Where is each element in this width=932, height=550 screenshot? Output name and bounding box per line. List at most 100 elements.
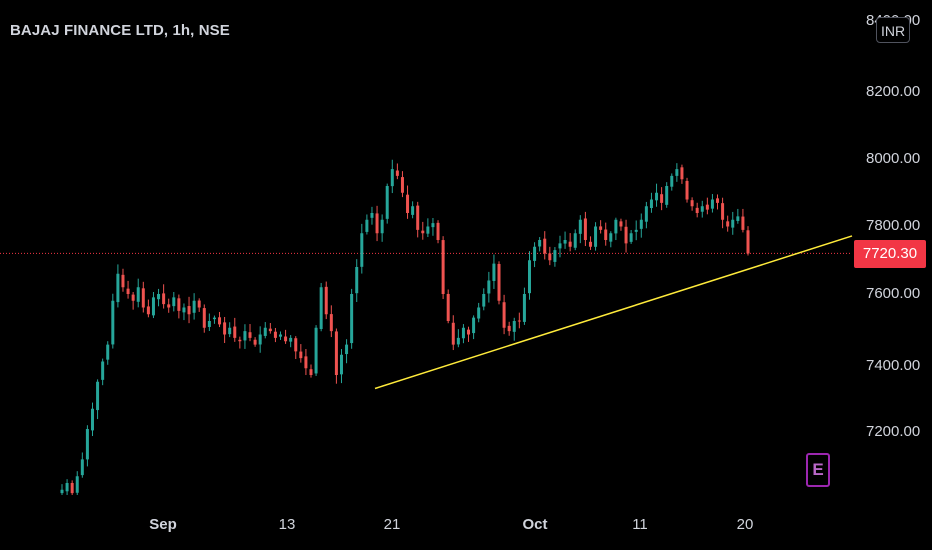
candle-body [248, 332, 252, 338]
x-tick-label: 11 [632, 516, 648, 533]
candle-body [563, 240, 567, 244]
trendline[interactable] [374, 235, 853, 390]
candle-body [548, 253, 552, 261]
candle-body [309, 369, 313, 375]
candle-body [522, 294, 526, 322]
x-tick-label: 20 [737, 516, 754, 533]
candle-body [599, 226, 603, 230]
x-axis[interactable]: Sep 13 21 Oct 11 20 [149, 516, 753, 533]
candle-body [314, 327, 318, 374]
candle-body [660, 194, 664, 203]
candle-body [624, 226, 628, 244]
candle-body [177, 298, 181, 311]
candle-body [334, 331, 338, 375]
candle-body [375, 213, 379, 234]
candle-body [395, 170, 399, 176]
candle-body [456, 337, 460, 345]
candle-body [416, 205, 420, 230]
candle-body [380, 219, 384, 234]
candle-body [258, 334, 262, 345]
y-tick-label: 8000.00 [866, 150, 920, 167]
candle-body [294, 338, 298, 352]
candle-body [655, 192, 659, 201]
candle-body [289, 337, 293, 342]
candle-body [578, 219, 582, 234]
candle-body [90, 408, 94, 431]
candle-body [304, 356, 308, 369]
x-tick-label: 21 [384, 516, 401, 533]
candle-body [187, 306, 191, 315]
candle-body [131, 294, 135, 301]
candle-body [675, 169, 679, 176]
candle-body [136, 287, 140, 302]
candle-body [695, 207, 699, 213]
candle-body [238, 339, 242, 342]
candle-body [507, 325, 511, 332]
candle-body [421, 230, 425, 234]
candle-body [279, 334, 283, 337]
candle-body [512, 321, 516, 332]
y-tick-label: 7200.00 [866, 423, 920, 440]
candle-body [690, 200, 694, 207]
candle-body [192, 300, 196, 313]
candle-body [568, 241, 572, 247]
candle-body [146, 306, 150, 315]
candle-body [157, 294, 161, 300]
candle-body [726, 221, 730, 227]
candle-body [614, 219, 618, 234]
candle-body [85, 429, 89, 460]
candle-body [619, 221, 623, 227]
candle-body [741, 216, 745, 230]
candle-body [253, 339, 257, 345]
candle-body [533, 246, 537, 261]
candle-body [553, 250, 557, 262]
candle-body [390, 169, 394, 187]
candle-body [446, 293, 450, 321]
candle-body [111, 300, 115, 345]
candle-body [634, 229, 638, 232]
candle-body [355, 267, 359, 294]
candle-body [370, 213, 374, 218]
candle-body [426, 226, 430, 234]
candle-body [431, 223, 435, 228]
candle-body [400, 177, 404, 193]
earnings-icon[interactable]: E [806, 453, 830, 487]
candle-body [604, 229, 608, 240]
candle-body [116, 273, 120, 303]
candle-body [736, 216, 740, 221]
candle-body [487, 280, 491, 294]
candle-body [75, 476, 79, 493]
candle-body [746, 230, 750, 254]
candle-body [207, 321, 211, 327]
candle-body [70, 482, 74, 494]
candle-body [644, 206, 648, 222]
candle-body [96, 381, 100, 411]
candle-body [197, 300, 201, 308]
candle-body [538, 240, 542, 247]
candle-body [731, 219, 735, 228]
y-axis[interactable]: 8400.00 8200.00 8000.00 7800.00 7600.00 … [866, 12, 920, 440]
currency-button[interactable]: INR [876, 17, 910, 43]
candle-body [609, 233, 613, 242]
candle-body [65, 483, 69, 492]
candle-body [263, 327, 267, 336]
candle-body [472, 317, 476, 334]
candle-body [243, 331, 247, 341]
candle-body [360, 233, 364, 267]
candle-body [558, 243, 562, 249]
candles-group [60, 159, 750, 495]
candle-body [716, 198, 720, 203]
candle-body [223, 322, 227, 335]
candle-body [202, 308, 206, 328]
candle-body [141, 288, 145, 308]
y-tick-label: 8200.00 [866, 83, 920, 100]
candle-body [639, 219, 643, 229]
candle-body [700, 206, 704, 212]
candle-body [268, 328, 272, 332]
x-tick-label: Oct [522, 516, 547, 533]
candle-body [517, 320, 521, 322]
candle-body [273, 331, 277, 338]
candle-body [228, 327, 232, 335]
candle-body [583, 218, 587, 240]
